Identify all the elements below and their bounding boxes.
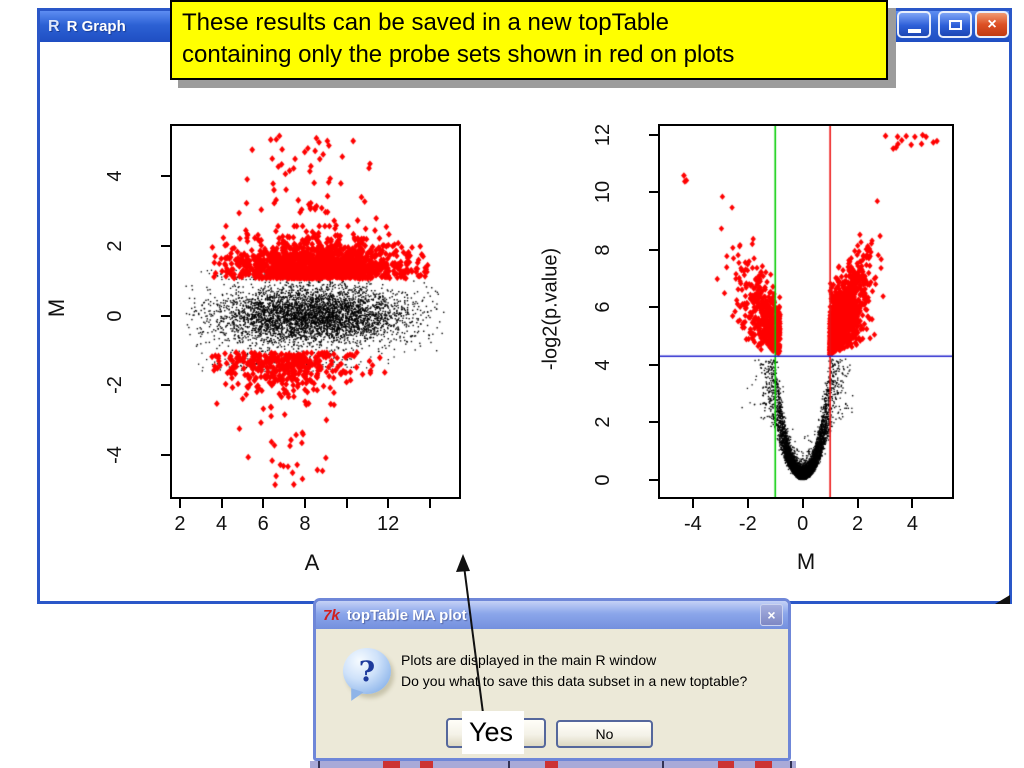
hidden-title-remnant (301, 81, 306, 85)
y-tick (161, 454, 170, 457)
y-tick (161, 384, 170, 387)
y-tick (649, 248, 658, 251)
x-tick-label: 2 (852, 513, 864, 535)
volcano-plot-xlabel: M (796, 549, 816, 574)
close-icon: × (987, 15, 997, 33)
y-tick-label: 0 (103, 309, 126, 322)
y-tick (161, 174, 170, 177)
x-tick-label: 12 (377, 513, 400, 535)
dialog-message: Plots are displayed in the main R window… (401, 650, 747, 692)
annotation-note: These results can be saved in a new topT… (170, 0, 888, 80)
x-tick (801, 499, 804, 508)
x-tick (178, 499, 181, 508)
x-tick (220, 499, 223, 508)
x-tick-label: 8 (299, 513, 311, 535)
x-tick-label: 4 (216, 513, 228, 535)
x-tick (746, 499, 749, 508)
strip-red-cell (718, 761, 734, 768)
y-tick-label: 12 (591, 123, 614, 146)
y-tick-label: 10 (591, 181, 614, 204)
maximize-button[interactable] (938, 11, 972, 38)
y-tick-label: 2 (103, 240, 126, 252)
y-tick (161, 244, 170, 247)
no-button[interactable]: No (556, 720, 653, 748)
dialog-message-line: Plots are displayed in the main R window (401, 652, 657, 668)
volcano-plot-canvas (660, 126, 952, 497)
strip-red-cell (545, 761, 558, 768)
resize-grip[interactable] (995, 595, 1010, 604)
x-tick-label: -2 (738, 513, 757, 535)
hidden-title-remnant (350, 80, 355, 84)
volcano-plot-ylabel: -log2(p.value) (539, 247, 562, 371)
ma-plot-ylabel: M (44, 298, 69, 318)
x-tick (262, 499, 265, 508)
x-tick (345, 499, 348, 508)
x-tick-label: 4 (906, 513, 919, 535)
r-logo-icon: R (48, 17, 60, 35)
maximize-icon (948, 19, 962, 30)
x-tick (387, 499, 390, 508)
strip-red-cell (420, 761, 433, 768)
y-tick-label: 4 (591, 359, 614, 371)
volcano-plot: -4 -2 0 2 4 0 2 4 6 8 10 12 (592, 124, 954, 535)
toptable-dialog: 7k topTable MA plot × ? Plots are displa… (313, 598, 791, 761)
yes-label-overlay: Yes (462, 711, 524, 754)
y-tick-label: -2 (103, 376, 126, 395)
no-button-label: No (595, 726, 614, 742)
x-tick (911, 499, 914, 508)
y-tick (649, 191, 658, 194)
close-button[interactable]: × (975, 11, 1009, 38)
y-tick-label: 6 (591, 301, 614, 313)
ma-plot-canvas (172, 126, 459, 497)
strip-separator (508, 761, 510, 768)
strip-separator (318, 761, 320, 768)
y-tick (161, 314, 170, 317)
x-tick (428, 499, 431, 508)
ma-plot: 2 4 6 8 12 -4 -2 0 2 4 (104, 124, 461, 535)
strip-red-cell (755, 761, 772, 768)
dialog-message-line: Do you what to save this data subset in … (401, 673, 748, 689)
note-line: These results can be saved in a new topT… (182, 9, 669, 36)
hidden-title-remnant (597, 79, 601, 84)
y-tick (649, 363, 658, 366)
x-tick (856, 499, 859, 508)
x-tick-label: 2 (174, 513, 186, 535)
y-tick-label: 0 (591, 474, 614, 486)
minimize-icon (907, 28, 921, 33)
y-tick (649, 479, 658, 482)
table-strip (310, 761, 796, 768)
ma-plot-xlabel: A (304, 550, 320, 575)
dialog-titlebar[interactable]: 7k topTable MA plot × (316, 601, 788, 629)
tk-icon: 7k (323, 606, 340, 624)
y-tick (649, 421, 658, 424)
x-tick (303, 499, 306, 508)
note-line: containing only the probe sets shown in … (182, 41, 735, 68)
y-tick-label: 8 (591, 244, 614, 256)
x-tick-label: 6 (257, 513, 269, 535)
strip-red-cell (383, 761, 400, 768)
x-tick-label: -4 (684, 513, 702, 535)
y-tick (649, 133, 658, 136)
dialog-close-button[interactable]: × (760, 604, 783, 626)
strip-separator (662, 761, 664, 768)
x-tick-label: 0 (797, 513, 809, 535)
x-tick (691, 499, 694, 508)
y-tick-label: 2 (591, 416, 614, 429)
annotation-arrow (456, 554, 484, 714)
close-icon: × (767, 607, 776, 623)
window-title: R Graph (66, 18, 126, 35)
minimize-button[interactable] (897, 11, 931, 38)
question-icon: ? (343, 648, 391, 694)
dialog-title: topTable MA plot (346, 606, 467, 624)
y-tick-label: -4 (103, 446, 126, 465)
y-tick (649, 306, 658, 309)
strip-separator (790, 761, 792, 768)
hidden-title-remnant (256, 81, 261, 85)
y-tick-label: 4 (103, 170, 126, 182)
